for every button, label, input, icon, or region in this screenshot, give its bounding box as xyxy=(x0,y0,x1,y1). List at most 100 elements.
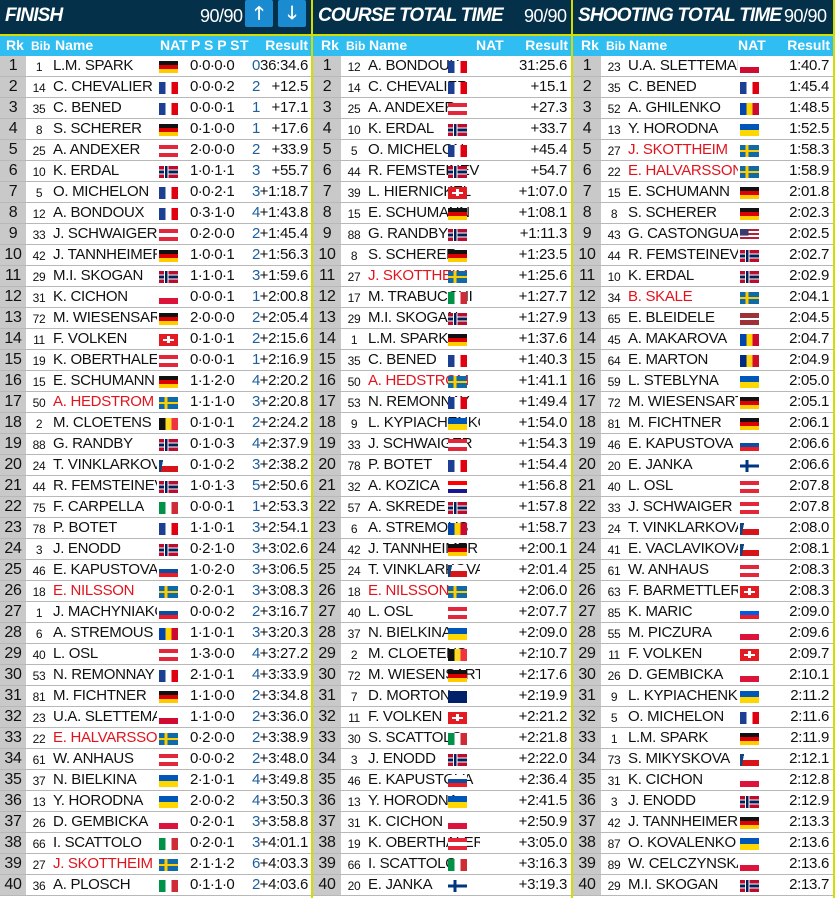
result-row[interactable]: 19 88 G. RANDBY 0·1·0·3 4 +2:37.9 xyxy=(0,434,311,455)
result-row[interactable]: 15 35 C. BENED +1:40.3 xyxy=(313,350,571,371)
result-row[interactable]: 22 33 J. SCHWAIGER 2:07.8 xyxy=(573,497,833,518)
result-row[interactable]: 8 8 S. SCHERER 2:02.3 xyxy=(573,203,833,224)
result-row[interactable]: 5 5 O. MICHELON +45.4 xyxy=(313,140,571,161)
result-row[interactable]: 31 81 M. FICHTNER 1·1·0·0 2 +3:34.8 xyxy=(0,686,311,707)
result-row[interactable]: 18 2 M. CLOETENS 0·1·0·1 2 +2:24.2 xyxy=(0,413,311,434)
result-row[interactable]: 31 9 L. KYPIACHENKOVA 2:11.2 xyxy=(573,686,833,707)
result-row[interactable]: 11 27 J. SKOTTHEIM +1:25.6 xyxy=(313,266,571,287)
result-row[interactable]: 10 8 S. SCHERER +1:23.5 xyxy=(313,245,571,266)
result-row[interactable]: 7 15 E. SCHUMANN 2:01.8 xyxy=(573,182,833,203)
result-row[interactable]: 4 13 Y. HORODNA 1:52.5 xyxy=(573,119,833,140)
result-row[interactable]: 8 12 A. BONDOUX 0·3·1·0 4 +1:43.8 xyxy=(0,203,311,224)
result-row[interactable]: 21 40 L. OSL 2:07.8 xyxy=(573,476,833,497)
result-row[interactable]: 12 17 M. TRABUCCHI +1:27.7 xyxy=(313,287,571,308)
result-row[interactable]: 27 85 K. MARIC 2:09.0 xyxy=(573,602,833,623)
result-row[interactable]: 14 45 A. MAKAROVA 2:04.7 xyxy=(573,329,833,350)
result-row[interactable]: 3 35 C. BENED 0·0·0·1 1 +17.1 xyxy=(0,98,311,119)
result-row[interactable]: 24 3 J. ENODD 0·2·1·0 3 +3:02.6 xyxy=(0,539,311,560)
result-row[interactable]: 1 12 A. BONDOUX 31:25.6 xyxy=(313,56,571,77)
result-row[interactable]: 39 27 J. SKOTTHEIM 2·1·1·2 6 +4:03.3 xyxy=(0,854,311,875)
result-row[interactable]: 10 42 J. TANNHEIMER 1·0·0·1 2 +1:56.3 xyxy=(0,245,311,266)
result-row[interactable]: 17 53 N. REMONNAY +1:49.4 xyxy=(313,392,571,413)
result-row[interactable]: 14 11 F. VOLKEN 0·1·0·1 2 +2:15.6 xyxy=(0,329,311,350)
result-row[interactable]: 8 15 E. SCHUMANN +1:08.1 xyxy=(313,203,571,224)
result-row[interactable]: 4 8 S. SCHERER 0·1·0·0 1 +17.6 xyxy=(0,119,311,140)
result-row[interactable]: 6 22 E. HALVARSSON 1:58.9 xyxy=(573,161,833,182)
result-row[interactable]: 6 10 K. ERDAL 1·0·1·1 3 +55.7 xyxy=(0,161,311,182)
result-row[interactable]: 13 72 M. WIESENSARTER 2·0·0·0 2+2:05.4 xyxy=(0,308,311,329)
result-row[interactable]: 1 23 U.A. SLETTEMARK 1:40.7 xyxy=(573,56,833,77)
result-row[interactable]: 4 10 K. ERDAL +33.7 xyxy=(313,119,571,140)
result-row[interactable]: 2 14 C. CHEVALIER +15.1 xyxy=(313,77,571,98)
result-row[interactable]: 21 44 R. FEMSTEINEVIK 1·0·1·3 5+2:50.6 xyxy=(0,476,311,497)
result-row[interactable]: 37 42 J. TANNHEIMER 2:13.3 xyxy=(573,812,833,833)
result-row[interactable]: 13 29 M.I. SKOGAN +1:27.9 xyxy=(313,308,571,329)
result-row[interactable]: 40 20 E. JANKA +3:19.3 xyxy=(313,875,571,896)
arrow-up-icon[interactable]: 🡑 xyxy=(245,0,273,27)
result-row[interactable]: 11 29 M.I. SKOGAN 1·1·0·1 3 +1:59.6 xyxy=(0,266,311,287)
result-row[interactable]: 36 13 Y. HORODNA 2·0·0·2 4 +3:50.3 xyxy=(0,791,311,812)
result-row[interactable]: 15 19 K. OBERTHALER 0·0·0·1 1+2:16.9 xyxy=(0,350,311,371)
result-row[interactable]: 34 3 J. ENODD +2:22.0 xyxy=(313,749,571,770)
result-row[interactable]: 34 73 S. MIKYSKOVA 2:12.1 xyxy=(573,749,833,770)
result-row[interactable]: 19 33 J. SCHWAIGER +1:54.3 xyxy=(313,434,571,455)
result-row[interactable]: 16 50 A. HEDSTROM +1:41.1 xyxy=(313,371,571,392)
result-row[interactable]: 3 52 A. GHILENKO 1:48.5 xyxy=(573,98,833,119)
result-row[interactable]: 39 89 W. CELCZYNSKA 2:13.6 xyxy=(573,854,833,875)
result-row[interactable]: 18 81 M. FICHTNER 2:06.1 xyxy=(573,413,833,434)
result-row[interactable]: 21 32 A. KOZICA +1:56.8 xyxy=(313,476,571,497)
result-row[interactable]: 15 64 E. MARTON 2:04.9 xyxy=(573,350,833,371)
result-row[interactable]: 40 36 A. PLOSCH 0·1·1·0 2 +4:03.6 xyxy=(0,875,311,896)
result-row[interactable]: 7 39 L. HIERNICKEL +1:07.0 xyxy=(313,182,571,203)
result-row[interactable]: 32 5 O. MICHELON 2:11.6 xyxy=(573,707,833,728)
result-row[interactable]: 31 7 D. MORTON +2:19.9 xyxy=(313,686,571,707)
result-row[interactable]: 25 24 T. VINKLARKOVA +2:01.4 xyxy=(313,560,571,581)
result-row[interactable]: 2 35 C. BENED 1:45.4 xyxy=(573,77,833,98)
result-row[interactable]: 30 26 D. GEMBICKA 2:10.1 xyxy=(573,665,833,686)
result-row[interactable]: 33 22 E. HALVARSSON 0·2·0·0 2 +3:38.9 xyxy=(0,728,311,749)
result-row[interactable]: 24 41 E. VACLAVIKOVA 2:08.1 xyxy=(573,539,833,560)
result-row[interactable]: 32 11 F. VOLKEN +2:21.2 xyxy=(313,707,571,728)
result-row[interactable]: 12 34 B. SKALE 2:04.1 xyxy=(573,287,833,308)
result-row[interactable]: 33 30 S. SCATTOLO +2:21.8 xyxy=(313,728,571,749)
result-row[interactable]: 28 55 M. PICZURA 2:09.6 xyxy=(573,623,833,644)
result-row[interactable]: 1 1 L.M. SPARK 0·0·0·0 0 36:34.6 xyxy=(0,56,311,77)
result-row[interactable]: 13 65 E. BLEIDELE 2:04.5 xyxy=(573,308,833,329)
result-row[interactable]: 38 87 O. KOVALENKO 2:13.6 xyxy=(573,833,833,854)
result-row[interactable]: 32 23 U.A. SLETTEMARK 1·1·0·0 2+3:36.0 xyxy=(0,707,311,728)
result-row[interactable]: 5 27 J. SKOTTHEIM 1:58.3 xyxy=(573,140,833,161)
result-row[interactable]: 19 46 E. KAPUSTOVA 2:06.6 xyxy=(573,434,833,455)
result-row[interactable]: 16 59 L. STEBLYNA 2:05.0 xyxy=(573,371,833,392)
result-row[interactable]: 34 61 W. ANHAUS 0·0·0·2 2 +3:48.0 xyxy=(0,749,311,770)
result-row[interactable]: 38 19 K. OBERTHALER +3:05.0 xyxy=(313,833,571,854)
result-row[interactable]: 9 33 J. SCHWAIGER 0·2·0·0 2 +1:45.4 xyxy=(0,224,311,245)
result-row[interactable]: 29 40 L. OSL 1·3·0·0 4 +3:27.2 xyxy=(0,644,311,665)
result-row[interactable]: 33 1 L.M. SPARK 2:11.9 xyxy=(573,728,833,749)
result-row[interactable]: 28 37 N. BIELKINA +2:09.0 xyxy=(313,623,571,644)
result-row[interactable]: 28 6 A. STREMOUS 1·1·0·1 3 +3:20.3 xyxy=(0,623,311,644)
result-row[interactable]: 26 18 E. NILSSON 0·2·0·1 3 +3:08.3 xyxy=(0,581,311,602)
result-row[interactable]: 26 18 E. NILSSON +2:06.0 xyxy=(313,581,571,602)
result-row[interactable]: 29 11 F. VOLKEN 2:09.7 xyxy=(573,644,833,665)
result-row[interactable]: 23 78 P. BOTET 1·1·0·1 3 +2:54.1 xyxy=(0,518,311,539)
result-row[interactable]: 20 20 E. JANKA 2:06.6 xyxy=(573,455,833,476)
result-row[interactable]: 9 43 G. CASTONGUAY 2:02.5 xyxy=(573,224,833,245)
result-row[interactable]: 17 72 M. WIESENSARTER 2:05.1 xyxy=(573,392,833,413)
result-row[interactable]: 20 24 T. VINKLARKOVA 0·1·0·2 3+2:38.2 xyxy=(0,455,311,476)
result-row[interactable]: 37 31 K. CICHON +2:50.9 xyxy=(313,812,571,833)
result-row[interactable]: 36 3 J. ENODD 2:12.9 xyxy=(573,791,833,812)
result-row[interactable]: 24 42 J. TANNHEIMER +2:00.1 xyxy=(313,539,571,560)
result-row[interactable]: 23 6 A. STREMOUS +1:58.7 xyxy=(313,518,571,539)
result-row[interactable]: 14 1 L.M. SPARK +1:37.6 xyxy=(313,329,571,350)
result-row[interactable]: 35 46 E. KAPUSTOVA +2:36.4 xyxy=(313,770,571,791)
result-row[interactable]: 16 15 E. SCHUMANN 1·1·2·0 4 +2:20.2 xyxy=(0,371,311,392)
result-row[interactable]: 7 5 O. MICHELON 0·0·2·1 3 +1:18.7 xyxy=(0,182,311,203)
result-row[interactable]: 12 31 K. CICHON 0·0·0·1 1 +2:00.8 xyxy=(0,287,311,308)
result-row[interactable]: 22 57 A. SKREDE +1:57.8 xyxy=(313,497,571,518)
result-row[interactable]: 37 26 D. GEMBICKA 0·2·0·1 3 +3:58.8 xyxy=(0,812,311,833)
result-row[interactable]: 27 1 J. MACHYNIAKOVA 0·0·0·2 2+3:16.7 xyxy=(0,602,311,623)
result-row[interactable]: 11 10 K. ERDAL 2:02.9 xyxy=(573,266,833,287)
result-row[interactable]: 22 75 F. CARPELLA 0·0·0·1 1 +2:53.3 xyxy=(0,497,311,518)
